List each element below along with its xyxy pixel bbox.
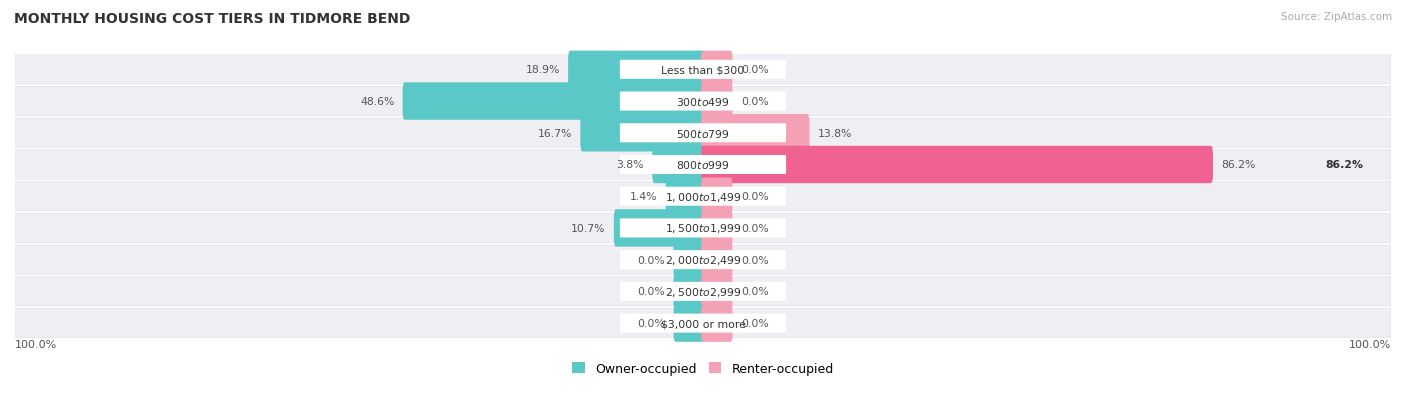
Text: $2,500 to $2,999: $2,500 to $2,999 bbox=[665, 285, 741, 298]
Text: 0.0%: 0.0% bbox=[637, 287, 665, 297]
FancyBboxPatch shape bbox=[15, 245, 1391, 275]
FancyBboxPatch shape bbox=[15, 119, 1391, 148]
FancyBboxPatch shape bbox=[702, 147, 1213, 184]
FancyBboxPatch shape bbox=[581, 115, 704, 152]
FancyBboxPatch shape bbox=[15, 56, 1391, 85]
Text: 0.0%: 0.0% bbox=[741, 287, 769, 297]
Text: 0.0%: 0.0% bbox=[741, 192, 769, 202]
FancyBboxPatch shape bbox=[15, 182, 1391, 211]
FancyBboxPatch shape bbox=[620, 219, 786, 238]
Text: $500 to $799: $500 to $799 bbox=[676, 128, 730, 140]
Text: Source: ZipAtlas.com: Source: ZipAtlas.com bbox=[1281, 12, 1392, 22]
Text: 1.4%: 1.4% bbox=[630, 192, 658, 202]
Text: 86.2%: 86.2% bbox=[1326, 160, 1364, 170]
FancyBboxPatch shape bbox=[702, 178, 733, 216]
Text: $800 to $999: $800 to $999 bbox=[676, 159, 730, 171]
FancyBboxPatch shape bbox=[620, 61, 786, 80]
FancyBboxPatch shape bbox=[673, 241, 704, 279]
Text: 0.0%: 0.0% bbox=[741, 255, 769, 265]
FancyBboxPatch shape bbox=[702, 115, 810, 152]
Text: $1,000 to $1,499: $1,000 to $1,499 bbox=[665, 190, 741, 203]
Text: 0.0%: 0.0% bbox=[741, 65, 769, 75]
Text: $1,500 to $1,999: $1,500 to $1,999 bbox=[665, 222, 741, 235]
Text: 18.9%: 18.9% bbox=[526, 65, 560, 75]
Text: MONTHLY HOUSING COST TIERS IN TIDMORE BEND: MONTHLY HOUSING COST TIERS IN TIDMORE BE… bbox=[14, 12, 411, 26]
FancyBboxPatch shape bbox=[702, 305, 733, 342]
Legend: Owner-occupied, Renter-occupied: Owner-occupied, Renter-occupied bbox=[572, 362, 834, 375]
FancyBboxPatch shape bbox=[15, 214, 1391, 243]
FancyBboxPatch shape bbox=[15, 150, 1391, 180]
Text: $300 to $499: $300 to $499 bbox=[676, 96, 730, 108]
FancyBboxPatch shape bbox=[673, 305, 704, 342]
FancyBboxPatch shape bbox=[702, 273, 733, 310]
FancyBboxPatch shape bbox=[620, 124, 786, 143]
Text: 100.0%: 100.0% bbox=[1348, 339, 1391, 349]
Text: 0.0%: 0.0% bbox=[741, 97, 769, 107]
Text: 0.0%: 0.0% bbox=[741, 318, 769, 328]
FancyBboxPatch shape bbox=[15, 309, 1391, 338]
FancyBboxPatch shape bbox=[620, 251, 786, 270]
FancyBboxPatch shape bbox=[568, 52, 704, 89]
Text: Less than $300: Less than $300 bbox=[661, 65, 745, 75]
FancyBboxPatch shape bbox=[620, 156, 786, 175]
FancyBboxPatch shape bbox=[614, 210, 704, 247]
FancyBboxPatch shape bbox=[702, 241, 733, 279]
Text: 48.6%: 48.6% bbox=[360, 97, 394, 107]
Text: $2,000 to $2,499: $2,000 to $2,499 bbox=[665, 254, 741, 266]
FancyBboxPatch shape bbox=[702, 83, 733, 121]
Text: 13.8%: 13.8% bbox=[818, 128, 852, 138]
FancyBboxPatch shape bbox=[620, 314, 786, 333]
FancyBboxPatch shape bbox=[665, 178, 704, 216]
FancyBboxPatch shape bbox=[15, 87, 1391, 116]
Text: 16.7%: 16.7% bbox=[537, 128, 572, 138]
Text: $3,000 or more: $3,000 or more bbox=[661, 318, 745, 328]
FancyBboxPatch shape bbox=[402, 83, 704, 121]
FancyBboxPatch shape bbox=[702, 210, 733, 247]
FancyBboxPatch shape bbox=[702, 52, 733, 89]
Text: 0.0%: 0.0% bbox=[637, 318, 665, 328]
Text: 86.2%: 86.2% bbox=[1222, 160, 1256, 170]
FancyBboxPatch shape bbox=[15, 277, 1391, 306]
FancyBboxPatch shape bbox=[620, 187, 786, 206]
FancyBboxPatch shape bbox=[620, 93, 786, 111]
FancyBboxPatch shape bbox=[620, 282, 786, 301]
FancyBboxPatch shape bbox=[673, 273, 704, 310]
Text: 3.8%: 3.8% bbox=[616, 160, 644, 170]
FancyBboxPatch shape bbox=[652, 147, 704, 184]
Text: 0.0%: 0.0% bbox=[637, 255, 665, 265]
Text: 100.0%: 100.0% bbox=[15, 339, 58, 349]
Text: 0.0%: 0.0% bbox=[741, 223, 769, 233]
Text: 10.7%: 10.7% bbox=[571, 223, 606, 233]
